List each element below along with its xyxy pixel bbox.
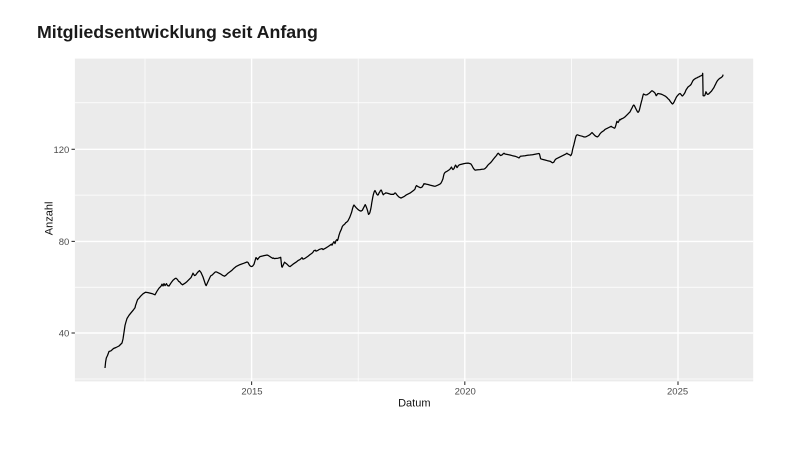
svg-text:40: 40 xyxy=(59,329,70,340)
svg-text:80: 80 xyxy=(59,237,70,248)
svg-text:2025: 2025 xyxy=(667,387,688,398)
svg-text:Mitgliedsentwicklung seit Anfa: Mitgliedsentwicklung seit Anfang xyxy=(37,22,318,42)
svg-text:2020: 2020 xyxy=(455,387,476,398)
svg-text:Datum: Datum xyxy=(398,398,430,410)
svg-text:Anzahl: Anzahl xyxy=(43,202,55,236)
svg-text:120: 120 xyxy=(53,145,69,156)
svg-text:2015: 2015 xyxy=(241,387,262,398)
